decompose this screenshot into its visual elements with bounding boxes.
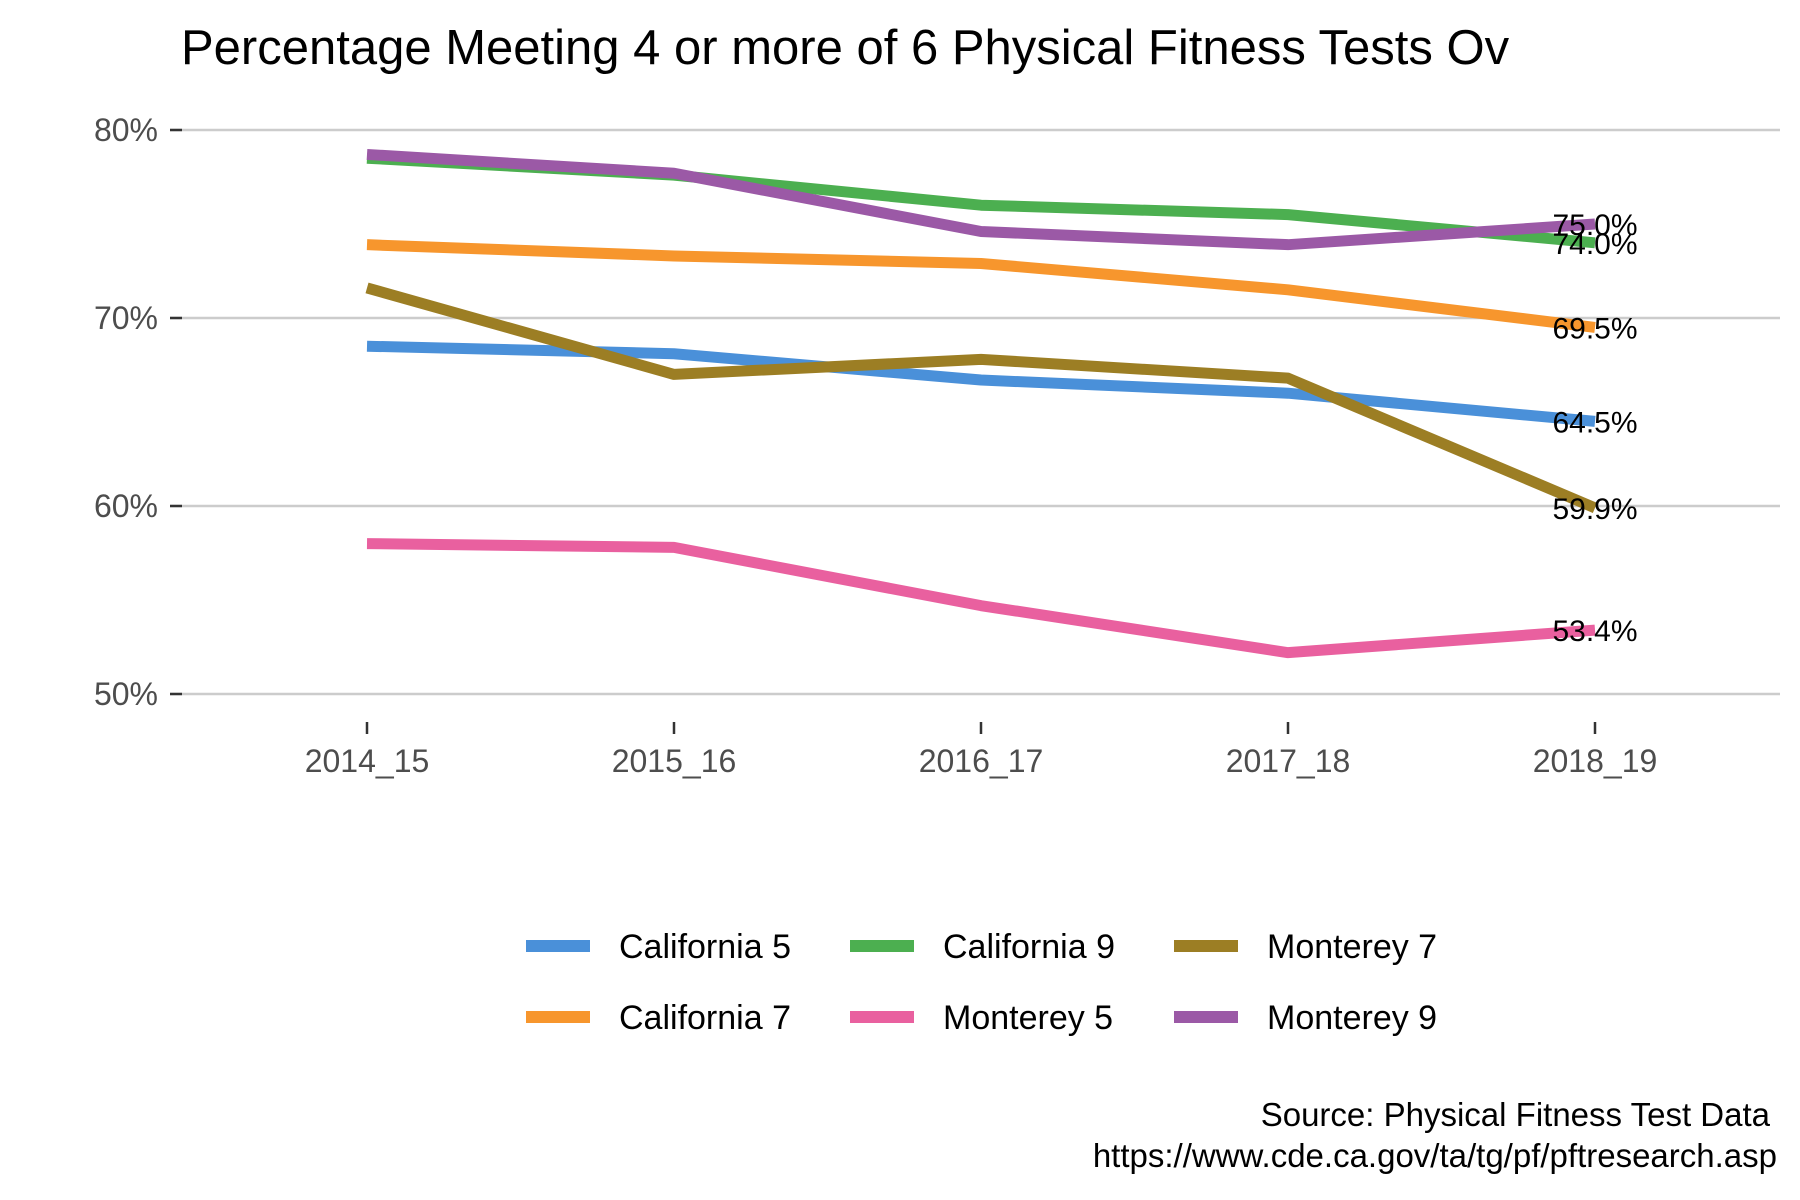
legend-label-monterey-5: Monterey 5 [943,999,1113,1037]
legend: California 5 California 9 Monterey 7 Califo… [526,928,1437,1037]
y-tick-label: 50% [94,676,158,712]
caption-source: Source: Physical Fitness Test Data [1261,1096,1771,1133]
end-label-california-7: 69.5% [1552,312,1637,345]
end-label-monterey-5: 53.4% [1552,615,1637,648]
legend-label-california-5: California 5 [619,928,791,966]
x-axis: 2014_15 2015_16 2016_17 2017_18 2018_19 [305,722,1658,779]
series-line-california-7 [366,239,1596,333]
x-tick-label: 2016_17 [919,743,1044,779]
y-tick-label: 60% [94,488,158,524]
end-label-california-9: 74.0% [1552,228,1637,261]
x-tick-label: 2014_15 [305,743,430,779]
legend-label-california-9: California 9 [943,928,1115,966]
x-tick-label: 2017_18 [1226,743,1351,779]
caption-url: https://www.cde.ca.gov/ta/tg/pf/pftresea… [1093,1137,1777,1174]
x-tick-label: 2015_16 [612,743,737,779]
series-lines [365,148,1598,659]
y-axis: 50% 60% 70% 80% [94,112,182,712]
end-label-monterey-7: 59.9% [1552,493,1637,526]
end-labels: 64.5% 74.0% 59.9% 69.5% 53.4% 75.0% [1552,209,1637,648]
y-tick-label: 70% [94,300,158,336]
legend-label-california-7: California 7 [619,999,791,1037]
end-label-california-5: 64.5% [1552,406,1637,439]
series-line-monterey-7 [365,282,1598,513]
legend-label-monterey-9: Monterey 9 [1267,999,1437,1037]
x-tick-label: 2018_19 [1533,743,1658,779]
series-line-monterey-5 [366,538,1596,659]
end-label-monterey-9: 75.0% [1552,209,1637,242]
gridlines [170,128,1780,696]
legend-label-monterey-7: Monterey 7 [1267,928,1437,966]
chart-title: Percentage Meeting 4 or more of 6 Physic… [181,21,1510,75]
series-line-monterey-9 [366,148,1596,251]
y-tick-label: 80% [94,112,158,148]
